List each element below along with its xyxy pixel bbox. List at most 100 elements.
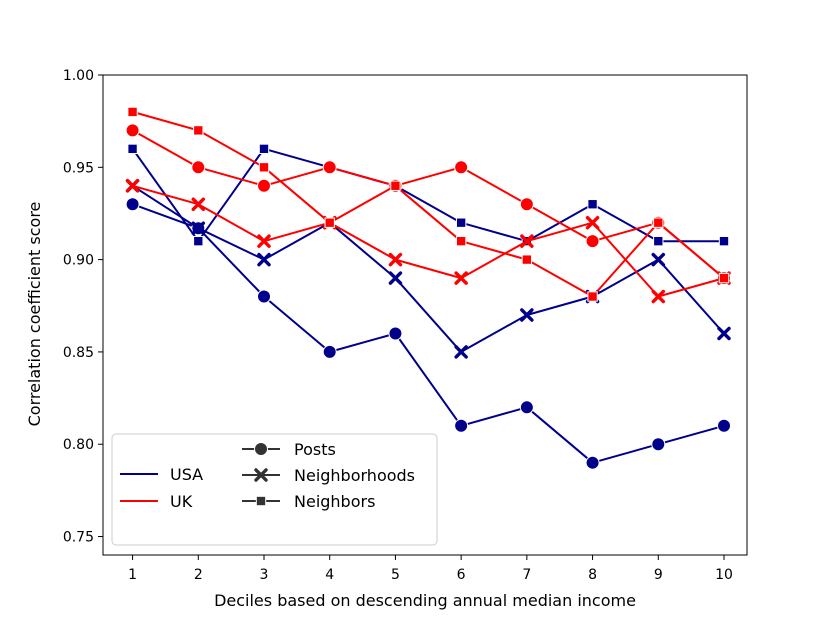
- data-point-stroke-b: [520, 234, 534, 248]
- data-point: [388, 271, 403, 285]
- data-point: [454, 271, 468, 285]
- data-point: [191, 221, 206, 235]
- series-usa-posts: [125, 197, 731, 470]
- data-point-stroke-b: [191, 197, 206, 211]
- series-line: [132, 129, 725, 279]
- data-point: [653, 217, 664, 228]
- data-point: [519, 197, 534, 212]
- data-point: [520, 234, 534, 248]
- x-tick-label: 2: [194, 567, 203, 583]
- legend-label-neighborhoods: Neighborhoods: [294, 466, 415, 485]
- data-point: [585, 455, 600, 470]
- y-tick-label: 0.75: [63, 530, 94, 546]
- y-tick-label: 0.90: [63, 253, 94, 269]
- y-tick-label: 0.95: [63, 160, 94, 176]
- data-point-stroke-b: [651, 289, 666, 304]
- data-point-stroke-b: [585, 215, 600, 230]
- data-point-stroke-b: [454, 345, 468, 359]
- data-point: [519, 400, 534, 415]
- legend-marker-neighborhoods-stroke-b: [254, 468, 268, 482]
- data-point: [651, 437, 666, 452]
- data-point-stroke-b: [191, 221, 206, 235]
- data-point: [258, 143, 270, 155]
- y-tick-label: 0.85: [63, 345, 94, 361]
- data-point-stroke-b: [388, 271, 403, 285]
- x-tick-label: 6: [457, 567, 466, 583]
- data-point: [653, 235, 664, 247]
- legend-marker-neighborhoods: [254, 468, 268, 482]
- data-point: [257, 178, 271, 193]
- data-point: [521, 254, 533, 265]
- data-point-stroke-b: [520, 308, 534, 322]
- data-point: [718, 272, 730, 284]
- y-axis-label: Correlation coefficient score: [25, 202, 44, 427]
- series-layer: [125, 106, 731, 470]
- data-point-stroke-b: [125, 179, 140, 193]
- x-tick-label: 10: [715, 567, 733, 583]
- data-point: [388, 252, 403, 267]
- data-point: [454, 418, 469, 433]
- series-line: [132, 184, 725, 353]
- data-point: [651, 289, 666, 304]
- data-point: [585, 234, 600, 249]
- data-point: [125, 123, 140, 138]
- series-line: [132, 203, 725, 464]
- x-tick-label: 7: [522, 567, 531, 583]
- data-point: [127, 143, 138, 155]
- data-point-stroke-b: [717, 326, 731, 341]
- legend: USA UK Posts Neighborhoods Neighbors: [111, 433, 438, 546]
- data-point-stroke-b: [454, 271, 468, 285]
- series-line: [132, 110, 725, 298]
- data-point: [454, 345, 468, 359]
- x-tick-label: 1: [128, 567, 137, 583]
- y-tick-label: 0.80: [63, 437, 94, 453]
- data-point: [587, 291, 598, 302]
- data-point-stroke-b: [257, 234, 271, 248]
- data-point: [257, 252, 271, 267]
- axes-layer: 0.75 0.80 0.85 0.90 0.95 1.00 1 2 3 4 5 6 7 8 9 10: [63, 68, 748, 583]
- data-point: [125, 197, 140, 212]
- data-point: [455, 217, 467, 228]
- data-point: [257, 234, 271, 248]
- legend-label-usa: USA: [170, 465, 203, 484]
- data-point: [390, 180, 401, 191]
- data-point: [651, 252, 666, 267]
- data-point: [322, 344, 337, 359]
- data-point: [717, 418, 731, 433]
- legend-marker-neighbors: [255, 495, 267, 507]
- x-tick-label: 8: [588, 567, 597, 583]
- data-point: [587, 199, 598, 210]
- y-tick-label: 1.00: [63, 68, 94, 84]
- data-point: [125, 179, 140, 193]
- data-point: [257, 289, 271, 304]
- x-tick-label: 9: [654, 567, 663, 583]
- data-point-stroke-b: [257, 252, 271, 267]
- x-tick-label: 4: [325, 567, 334, 583]
- series-uk-neighbors: [127, 106, 730, 302]
- data-point: [388, 326, 403, 341]
- data-point: [718, 235, 730, 247]
- x-tick-label: 5: [391, 567, 400, 583]
- data-point: [193, 235, 204, 247]
- axes-frame: [102, 74, 748, 556]
- data-point: [322, 160, 337, 175]
- data-point-stroke-b: [651, 252, 666, 267]
- data-point: [258, 162, 270, 173]
- x-tick-label: 3: [260, 567, 269, 583]
- data-point: [454, 160, 469, 175]
- series-line: [131, 147, 724, 243]
- data-point: [520, 308, 534, 322]
- data-point: [193, 125, 204, 136]
- data-point: [717, 326, 731, 341]
- data-point-stroke-b: [388, 252, 403, 267]
- legend-label-neighbors: Neighbors: [294, 492, 375, 511]
- data-point: [191, 160, 206, 175]
- legend-box: [111, 433, 438, 546]
- data-point: [585, 215, 600, 230]
- data-point: [324, 217, 335, 228]
- legend-marker-posts: [254, 442, 268, 456]
- x-axis-label: Deciles based on descending annual media…: [214, 591, 636, 610]
- legend-label-posts: Posts: [294, 440, 336, 459]
- series-uk-posts: [125, 123, 731, 286]
